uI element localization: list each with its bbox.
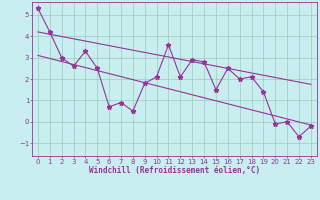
X-axis label: Windchill (Refroidissement éolien,°C): Windchill (Refroidissement éolien,°C) <box>89 166 260 175</box>
